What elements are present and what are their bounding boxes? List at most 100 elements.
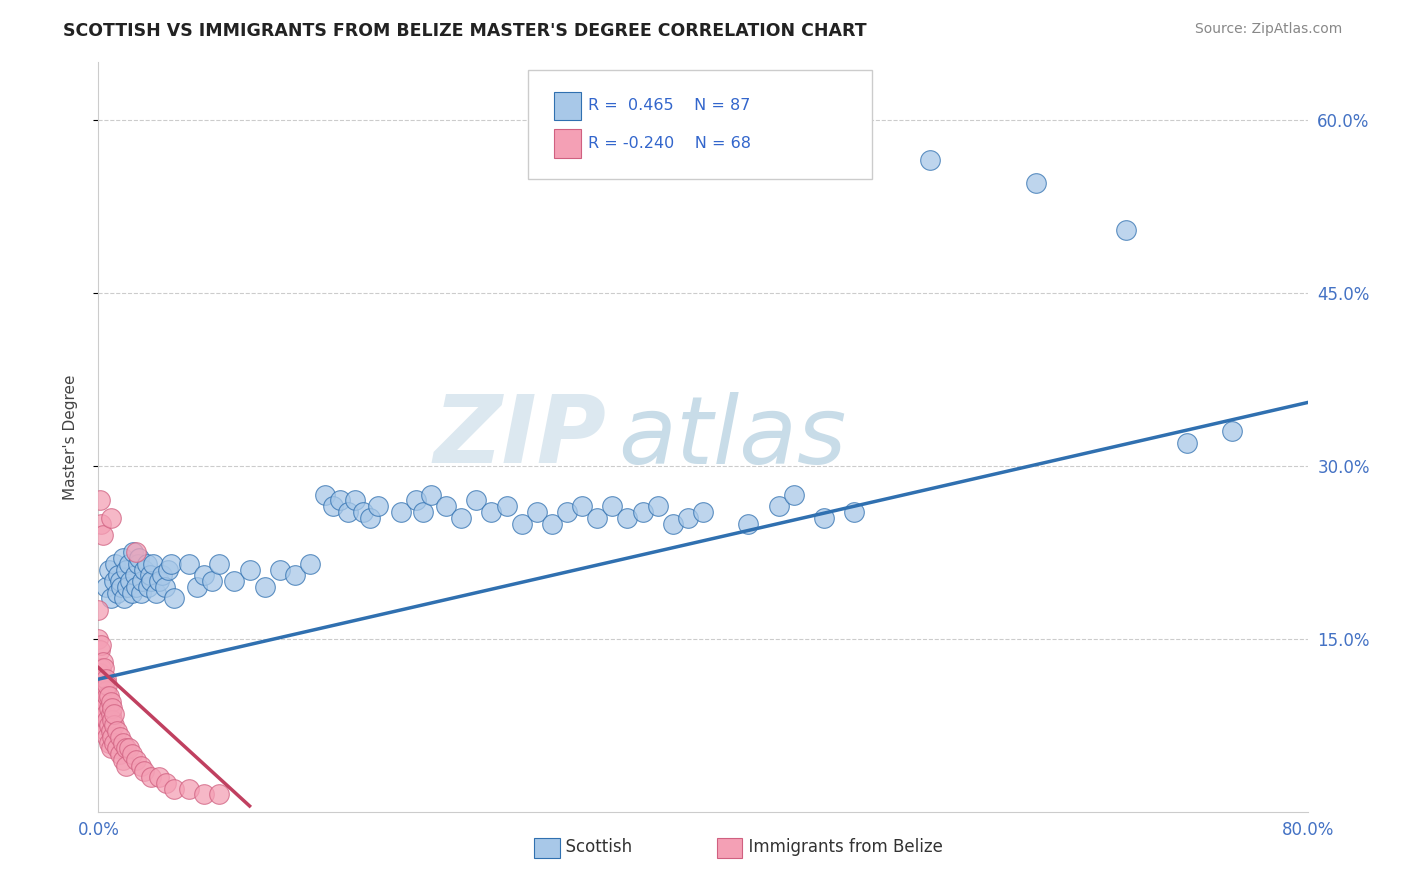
Point (89, 493, 111, 508)
Point (367, 500, 389, 514)
Text: ZIP: ZIP (433, 391, 606, 483)
Point (94, 580, 117, 594)
Point (434, 500, 457, 514)
Point (412, 505, 434, 519)
Point (93, 678, 115, 692)
Point (676, 510, 699, 524)
Point (163, 781, 186, 796)
Point (269, 563, 291, 577)
Point (125, 580, 148, 594)
Point (103, 718, 125, 732)
Point (105, 585, 128, 599)
Point (193, 568, 215, 582)
Point (495, 500, 517, 514)
Point (98, 701, 121, 715)
Point (540, 516, 562, 531)
Point (94, 706, 117, 721)
Point (110, 580, 132, 594)
Point (299, 557, 322, 571)
Point (155, 776, 177, 790)
Point (108, 574, 131, 589)
Bar (717, 838, 742, 858)
Point (89, 643, 111, 657)
Point (125, 545, 148, 559)
Point (111, 735, 134, 749)
Point (450, 510, 472, 524)
Point (141, 574, 163, 589)
Point (768, 500, 790, 514)
Point (96, 690, 118, 704)
Point (201, 574, 224, 589)
Point (114, 563, 136, 577)
Bar (534, 838, 560, 858)
Point (104, 557, 127, 571)
Point (208, 557, 231, 571)
Text: Source: ZipAtlas.com: Source: ZipAtlas.com (1195, 22, 1343, 37)
Point (586, 510, 609, 524)
Point (131, 574, 153, 589)
Text: Immigrants from Belize: Immigrants from Belize (738, 838, 943, 855)
Text: atlas: atlas (619, 392, 846, 483)
Point (420, 488, 443, 502)
Y-axis label: Master's Degree: Master's Degree (63, 375, 77, 500)
Point (94, 724, 117, 739)
Point (918, 153, 941, 168)
Point (96, 713, 118, 727)
Point (142, 557, 165, 571)
Point (186, 580, 208, 594)
Point (91, 655, 114, 669)
Point (783, 488, 806, 502)
Point (121, 585, 143, 599)
Point (98, 718, 121, 732)
Point (96, 730, 118, 744)
Point (128, 551, 150, 566)
Point (135, 557, 157, 571)
Point (129, 758, 152, 772)
Point (111, 551, 134, 566)
Point (93, 701, 115, 715)
Point (94, 672, 117, 686)
Point (89, 666, 111, 681)
Point (136, 580, 159, 594)
Point (329, 493, 352, 508)
Point (103, 735, 125, 749)
Point (121, 747, 143, 761)
Point (100, 724, 122, 739)
Point (389, 505, 412, 519)
Point (555, 505, 578, 519)
Point (160, 557, 183, 571)
Point (91, 695, 114, 709)
Point (526, 505, 548, 519)
Point (105, 741, 128, 756)
Point (163, 591, 186, 606)
Point (153, 580, 176, 594)
Point (253, 580, 276, 594)
Point (90, 660, 112, 674)
Point (101, 713, 124, 727)
Point (87, 672, 110, 686)
Point (107, 568, 129, 582)
Point (114, 741, 136, 756)
Point (360, 510, 382, 524)
Point (148, 574, 170, 589)
Point (96, 678, 118, 692)
Point (89, 701, 111, 715)
Text: Scottish: Scottish (555, 838, 633, 855)
Point (352, 505, 374, 519)
FancyBboxPatch shape (527, 70, 872, 178)
Point (1175, 435, 1198, 450)
Point (179, 557, 201, 571)
Point (314, 488, 336, 502)
Point (100, 510, 122, 524)
Point (336, 505, 359, 519)
Point (156, 563, 179, 577)
Point (103, 574, 125, 589)
Point (616, 510, 638, 524)
Text: R =  0.465    N = 87: R = 0.465 N = 87 (588, 98, 751, 113)
Point (661, 516, 683, 531)
Text: R = -0.240    N = 68: R = -0.240 N = 68 (588, 136, 751, 151)
Point (101, 701, 124, 715)
Point (108, 747, 131, 761)
Point (100, 741, 122, 756)
Bar (554, 129, 581, 158)
